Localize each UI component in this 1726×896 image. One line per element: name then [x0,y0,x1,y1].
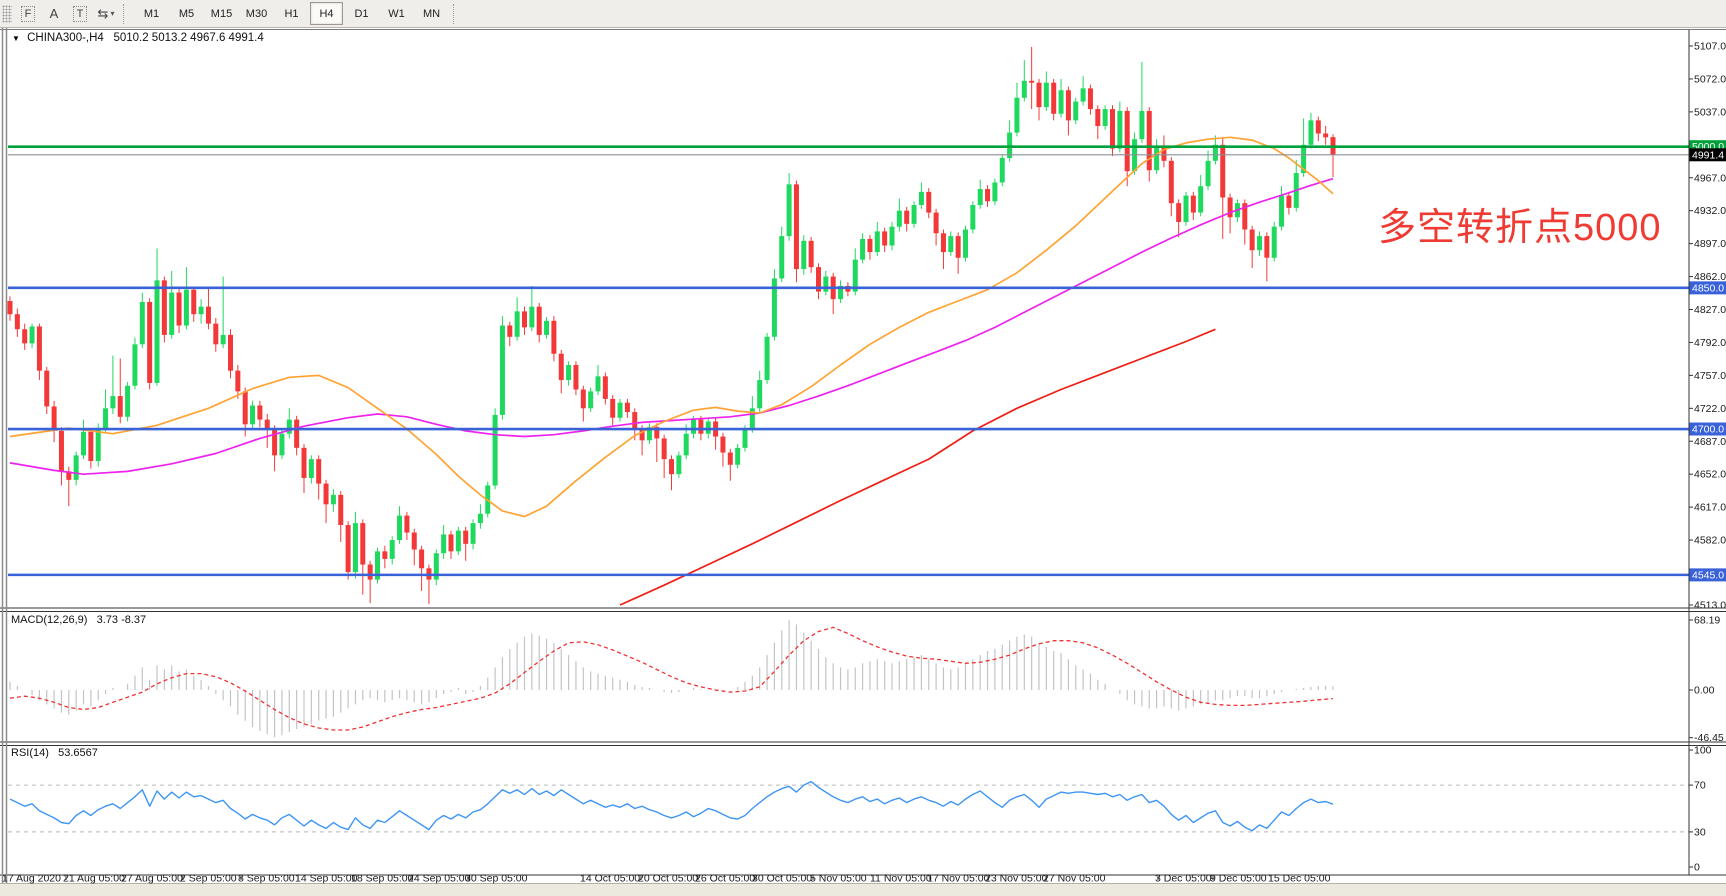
svg-text:5072.0: 5072.0 [1694,73,1726,85]
rsi-value: 53.6567 [58,747,98,759]
candles-layer [7,46,1336,605]
svg-text:4897.0: 4897.0 [1694,238,1726,250]
toolbar-separator [123,3,130,24]
timeframe-button-group: M1 M5 M15 M30 H1 H4 D1 W1 MN [134,2,449,25]
svg-text:4722.0: 4722.0 [1694,403,1726,415]
svg-text:27 Nov 05:00: 27 Nov 05:00 [1043,873,1106,885]
chart-text-annotation[interactable]: 多空转折点5000 [1378,207,1662,249]
svg-text:4687.0: 4687.0 [1694,436,1726,448]
svg-text:26 Oct 05:00: 26 Oct 05:00 [695,873,755,885]
timeframe-button-M15[interactable]: M15 [210,7,233,20]
svg-text:4862.0: 4862.0 [1694,271,1726,283]
symbol-title-row: ▼ CHINA300-,H4 5010.2 5013.2 4967.6 4991… [12,32,264,44]
symbol-dropdown-icon[interactable]: ▼ [12,34,20,43]
svg-text:0.00: 0.00 [1694,685,1715,697]
svg-text:17 Nov 05:00: 17 Nov 05:00 [927,873,990,885]
svg-text:4652.0: 4652.0 [1694,469,1726,481]
toolbar-drag-handle[interactable] [2,4,12,23]
rsi-label: RSI(14) [11,747,49,759]
rsi-pane: 100 70 30 0 [8,745,1712,874]
chart-canvas[interactable]: 5107.0 5072.0 5037.0 4967.0 4932.0 4897.0 4862… [0,28,1726,896]
chevron-down-icon[interactable]: ▾ [110,9,115,18]
svg-text:30 Sep 05:00: 30 Sep 05:00 [465,873,528,885]
svg-text:5107.0: 5107.0 [1694,41,1726,53]
svg-text:68.19: 68.19 [1694,615,1720,627]
text-annotation-tool-icon[interactable]: A [49,6,59,21]
rsi-line [9,780,1334,832]
text-box-tool-icon[interactable]: T [68,3,92,25]
toolbar-tool-group: F A T ⇆ ▾ [15,3,119,25]
svg-text:27 Aug 05:00: 27 Aug 05:00 [121,873,183,885]
macd-indicator-label-row: MACD(12,26,9) 3.73 -8.37 [11,614,146,626]
price-axis: 5107.0 5072.0 5037.0 4967.0 4932.0 4897.0 4862… [1689,41,1726,612]
svg-text:30 Oct 05:00: 30 Oct 05:00 [752,873,812,885]
svg-text:4967.0: 4967.0 [1694,172,1726,184]
timeframe-button-MN[interactable]: MN [422,7,441,20]
svg-text:20 Oct 05:00: 20 Oct 05:00 [638,873,698,885]
svg-text:9 Dec 05:00: 9 Dec 05:00 [1210,873,1267,885]
svg-text:4991.4: 4991.4 [1692,149,1724,161]
frame-tool-icon[interactable]: F [16,3,40,25]
macd-label: MACD(12,26,9) [11,614,88,626]
svg-text:4850.0: 4850.0 [1692,282,1724,294]
svg-text:-46.45: -46.45 [1694,732,1724,744]
timeframe-button-M1[interactable]: M1 [143,7,160,20]
symbol-title: CHINA300-,H4 [27,32,104,44]
svg-text:4700.0: 4700.0 [1692,424,1724,436]
svg-text:4757.0: 4757.0 [1694,370,1726,382]
svg-text:18 Sep 05:00: 18 Sep 05:00 [351,873,414,885]
macd-values: 3.73 -8.37 [96,614,147,626]
timeframe-button-D1[interactable]: D1 [354,7,369,20]
svg-text:4932.0: 4932.0 [1694,205,1726,217]
svg-text:15 Dec 05:00: 15 Dec 05:00 [1268,873,1331,885]
svg-text:23 Nov 05:00: 23 Nov 05:00 [985,873,1048,885]
timeframe-button-M5[interactable]: M5 [178,7,195,20]
timeframe-button-H1[interactable]: H1 [284,7,299,20]
timeframe-button-H4[interactable]: H4 [310,2,343,25]
toolbar-separator-2 [453,3,460,24]
svg-text:4827.0: 4827.0 [1694,304,1726,316]
toolbar: F A T ⇆ ▾ M1 M5 M15 M30 H1 H4 D1 W1 MN [0,0,1726,28]
svg-text:14 Sep 05:00: 14 Sep 05:00 [295,873,358,885]
symbol-ohlc-values: 5010.2 5013.2 4967.6 4991.4 [113,32,264,44]
svg-text:8 Sep 05:00: 8 Sep 05:00 [238,873,295,885]
macd-signal-line [9,626,1334,731]
svg-text:14 Oct 05:00: 14 Oct 05:00 [580,873,640,885]
rsi-indicator-label-row: RSI(14) 53.6567 [11,747,98,759]
ma-magenta-line [9,177,1334,476]
timeframe-button-W1[interactable]: W1 [388,7,405,20]
svg-text:4582.0: 4582.0 [1694,535,1726,547]
svg-text:17 Aug 2020: 17 Aug 2020 [2,873,61,885]
timeframe-button-M30[interactable]: M30 [245,7,268,20]
svg-text:11 Nov 05:00: 11 Nov 05:00 [870,873,932,885]
svg-text:30: 30 [1694,826,1706,838]
svg-text:4513.0: 4513.0 [1694,600,1726,612]
ma-orange-line [9,136,1334,518]
svg-text:4545.0: 4545.0 [1692,569,1724,581]
svg-text:21 Aug 05:00: 21 Aug 05:00 [63,873,125,885]
svg-text:5 Nov 05:00: 5 Nov 05:00 [810,873,867,885]
svg-text:3 Dec 05:00: 3 Dec 05:00 [1155,873,1212,885]
svg-text:4617.0: 4617.0 [1694,502,1726,514]
svg-text:5037.0: 5037.0 [1694,106,1726,118]
svg-text:100: 100 [1694,745,1712,757]
draw-tools-icon[interactable]: ⇆ ▾ [97,5,115,21]
svg-text:0: 0 [1694,862,1700,874]
svg-text:4792.0: 4792.0 [1694,337,1726,349]
svg-text:24 Sep 05:00: 24 Sep 05:00 [408,873,471,885]
svg-text:2 Sep 05:00: 2 Sep 05:00 [180,873,237,885]
macd-pane: 68.19 0.00 -46.45 [9,615,1724,744]
svg-text:70: 70 [1694,780,1706,792]
ma-red-line [619,328,1216,606]
